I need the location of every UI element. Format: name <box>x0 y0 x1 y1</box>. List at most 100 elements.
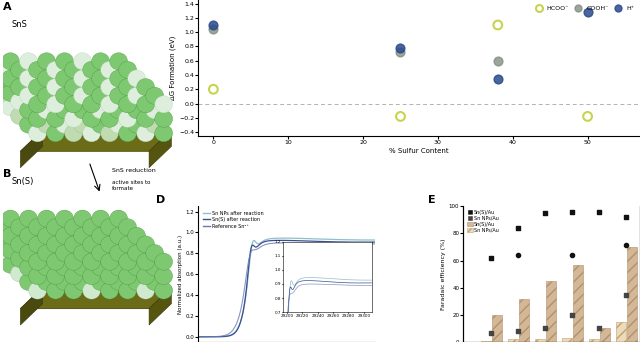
Circle shape <box>128 259 145 276</box>
Sn NPs after reaction <box>302 237 310 241</box>
Circle shape <box>47 250 65 267</box>
Point <box>396 114 406 119</box>
Text: SnS: SnS <box>12 20 28 29</box>
Circle shape <box>11 236 28 253</box>
Circle shape <box>155 253 173 270</box>
Circle shape <box>1 67 19 84</box>
Legend: Sn(S)/Au, Sn NPs/Au, Sn(S)/Au, Sn NPs/Au: Sn(S)/Au, Sn NPs/Au, Sn(S)/Au, Sn NPs/Au <box>466 209 500 234</box>
Circle shape <box>56 245 74 262</box>
Circle shape <box>100 250 118 267</box>
Circle shape <box>1 82 19 99</box>
Circle shape <box>128 84 145 102</box>
Point <box>582 10 593 15</box>
Text: E: E <box>428 195 436 206</box>
Bar <box>536 339 545 342</box>
Sn NPs after reaction <box>298 236 305 240</box>
Circle shape <box>38 87 56 104</box>
Circle shape <box>0 53 1 70</box>
Circle shape <box>65 253 83 270</box>
Circle shape <box>38 242 56 259</box>
Circle shape <box>20 259 38 276</box>
Circle shape <box>128 242 145 259</box>
Circle shape <box>56 227 74 244</box>
Circle shape <box>65 79 83 96</box>
Circle shape <box>0 224 1 241</box>
Circle shape <box>74 239 92 256</box>
Circle shape <box>146 87 164 104</box>
Circle shape <box>146 245 164 262</box>
Bar <box>492 315 502 342</box>
Circle shape <box>29 79 47 96</box>
Circle shape <box>11 233 28 250</box>
Circle shape <box>109 53 127 70</box>
Circle shape <box>100 79 118 96</box>
Line: Sn(S) after reaction: Sn(S) after reaction <box>198 240 375 337</box>
Circle shape <box>11 248 28 265</box>
Circle shape <box>118 61 136 78</box>
Circle shape <box>83 79 100 96</box>
Circle shape <box>11 90 28 107</box>
Circle shape <box>137 93 155 110</box>
Text: A: A <box>3 2 12 12</box>
Circle shape <box>92 259 109 276</box>
Reference Sn²⁺ <box>298 241 305 245</box>
Circle shape <box>128 102 145 119</box>
Circle shape <box>83 76 100 93</box>
Legend: HCOO⁻, COOH⁻, H⁺: HCOO⁻, COOH⁻, H⁺ <box>530 3 637 13</box>
Circle shape <box>100 236 118 253</box>
Circle shape <box>109 210 127 227</box>
Circle shape <box>92 256 109 273</box>
Circle shape <box>74 224 92 241</box>
Circle shape <box>47 282 65 299</box>
Circle shape <box>100 107 118 124</box>
Line: Reference Sn²⁺: Reference Sn²⁺ <box>198 243 375 337</box>
Circle shape <box>74 84 92 102</box>
Circle shape <box>100 267 118 285</box>
Polygon shape <box>20 287 172 308</box>
Circle shape <box>47 253 65 270</box>
Circle shape <box>56 84 74 102</box>
Circle shape <box>47 93 65 110</box>
Circle shape <box>20 82 38 99</box>
Circle shape <box>47 267 65 285</box>
Circle shape <box>47 233 65 250</box>
Circle shape <box>56 242 74 259</box>
Circle shape <box>38 245 56 262</box>
Circle shape <box>56 87 74 104</box>
Circle shape <box>109 116 127 133</box>
Circle shape <box>20 87 38 104</box>
Circle shape <box>29 265 47 282</box>
Point <box>567 252 577 258</box>
Circle shape <box>0 76 10 93</box>
Point <box>595 326 605 331</box>
Point <box>513 252 524 258</box>
Circle shape <box>146 116 164 133</box>
Circle shape <box>100 265 118 282</box>
Reference Sn²⁺ <box>195 335 202 339</box>
Circle shape <box>29 219 47 236</box>
Circle shape <box>155 282 173 299</box>
Circle shape <box>100 233 118 250</box>
Circle shape <box>65 76 83 93</box>
Circle shape <box>128 227 145 244</box>
Circle shape <box>109 87 127 104</box>
Circle shape <box>47 219 65 236</box>
Circle shape <box>38 239 56 256</box>
Circle shape <box>11 265 28 282</box>
Circle shape <box>92 87 109 104</box>
Circle shape <box>65 107 83 124</box>
Circle shape <box>83 282 100 299</box>
Circle shape <box>74 87 92 104</box>
Point <box>513 328 524 334</box>
Circle shape <box>56 82 74 99</box>
Circle shape <box>155 96 173 113</box>
Circle shape <box>20 256 38 273</box>
Circle shape <box>118 267 136 285</box>
Circle shape <box>100 110 118 127</box>
Point <box>540 210 550 216</box>
Sn NPs after reaction <box>195 335 202 339</box>
Point <box>621 242 632 248</box>
Circle shape <box>83 125 100 142</box>
Circle shape <box>38 256 56 273</box>
Circle shape <box>47 61 65 78</box>
